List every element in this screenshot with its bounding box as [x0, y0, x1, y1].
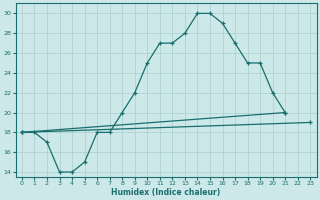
X-axis label: Humidex (Indice chaleur): Humidex (Indice chaleur) [111, 188, 221, 197]
